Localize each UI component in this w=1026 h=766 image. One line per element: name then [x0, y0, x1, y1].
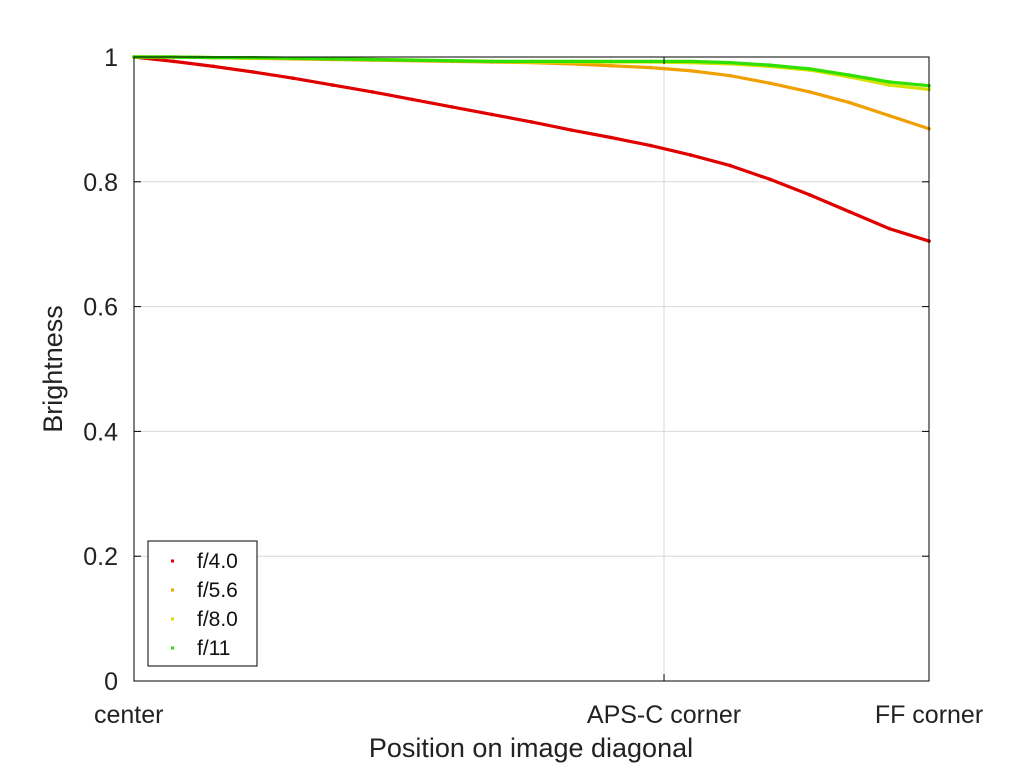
series-0-point: [807, 193, 812, 197]
series-2-point: [887, 83, 892, 87]
y-tick-label: 1: [104, 44, 118, 72]
series-3-point: [807, 67, 812, 71]
series-3-point: [847, 73, 852, 77]
series-1-point: [728, 73, 733, 78]
series-0-point: [569, 128, 574, 132]
series-0-point: [529, 120, 534, 124]
series-0-point: [768, 177, 772, 182]
x-tick-labels: center APS-C corner FF corner: [94, 701, 983, 729]
axis-ticks: [133, 56, 930, 682]
y-tick-label: 0.2: [83, 543, 118, 571]
series-3-point: [330, 57, 335, 61]
series-3-point: [410, 58, 415, 62]
data-series: [132, 55, 931, 243]
series-0-point: [291, 76, 295, 81]
x-tick-label: center: [94, 701, 163, 729]
y-axis-title: Brightness: [38, 305, 68, 433]
series-3-point: [688, 59, 693, 64]
series-3-point: [529, 59, 534, 64]
legend-marker: [171, 617, 174, 621]
series-3-point: [887, 80, 892, 84]
series-0-point: [330, 83, 335, 87]
series-0-point: [688, 153, 693, 157]
legend-marker: [171, 646, 174, 650]
y-tick-label: 0.6: [83, 294, 118, 322]
legend-label: f/11: [197, 637, 230, 660]
series-3-point: [211, 55, 216, 60]
series-3-point: [370, 57, 375, 62]
y-tick-label: 0.8: [83, 169, 118, 197]
series-3-point: [489, 59, 494, 64]
series-0-point: [251, 70, 256, 74]
series-1-point: [648, 65, 653, 70]
series-0-point: [211, 64, 216, 69]
series-0-point: [370, 90, 375, 94]
legend-label: f/8.0: [197, 608, 238, 631]
series-0-point: [489, 112, 494, 117]
x-tick-label: APS-C corner: [587, 701, 741, 729]
series-0-point: [728, 163, 733, 168]
plot-frame: [133, 56, 930, 682]
series-0-point: [887, 226, 892, 231]
series-1-point: [887, 113, 892, 118]
series-1-point: [768, 81, 772, 86]
series-3-point: [768, 63, 772, 67]
series-3-point: [609, 59, 613, 64]
legend-marker: [171, 588, 174, 592]
series-3-point: [450, 58, 454, 63]
series-3-point: [728, 60, 733, 65]
series-3-point: [251, 55, 256, 60]
series-0-point: [648, 143, 653, 148]
y-tick-label: 0: [104, 668, 118, 696]
series-0-point: [410, 97, 415, 102]
y-tick-labels: 0 0.2 0.4 0.6 0.8 1: [83, 44, 118, 696]
series-1-point: [847, 100, 852, 105]
legend-label: f/5.6: [197, 579, 238, 602]
series-line-0: [132, 55, 931, 243]
y-tick-label: 0.4: [83, 418, 118, 446]
series-1-point: [807, 90, 812, 94]
legend: f/4.0 f/5.6 f/8.0 f/11: [147, 540, 258, 667]
x-tick-label: FF corner: [875, 701, 983, 729]
series-3-point: [648, 59, 653, 64]
legend-box: [147, 540, 258, 667]
series-0-point: [450, 105, 454, 109]
series-0-point: [609, 135, 613, 140]
series-0-point: [171, 59, 176, 64]
series-3-point: [569, 59, 574, 64]
x-axis-title: Position on image diagonal: [369, 733, 693, 763]
series-0-point: [847, 209, 852, 214]
series-1-point: [688, 68, 693, 73]
legend-label: f/4.0: [197, 550, 238, 573]
series-1-point: [609, 63, 613, 68]
legend-marker: [171, 559, 174, 563]
